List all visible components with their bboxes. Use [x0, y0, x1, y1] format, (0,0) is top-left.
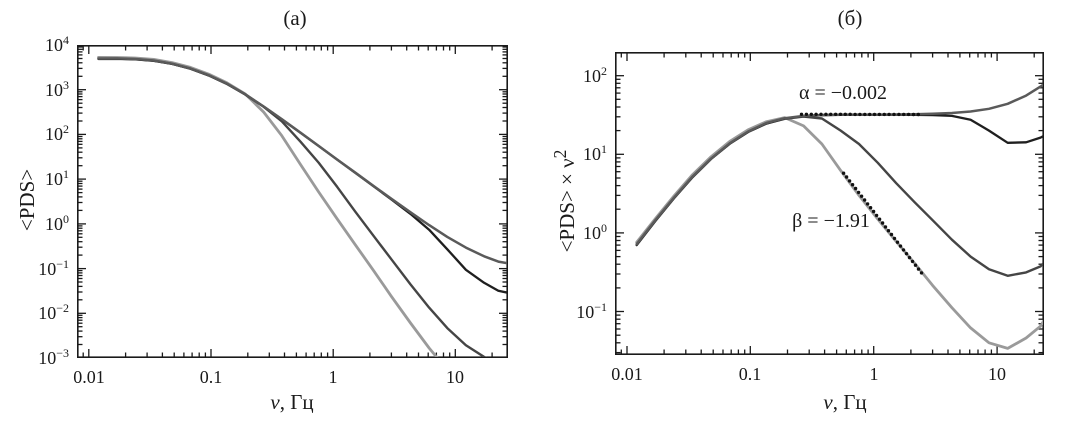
panel-a-y-tick-label: 101 [45, 167, 69, 189]
panel-a-xlabel: ν, Гц [222, 390, 362, 415]
panel-a-x-tick-label: 10 [446, 367, 464, 387]
panel-a-frame [77, 45, 508, 358]
panel-b-frame [615, 52, 1044, 355]
panel-a-y-tick-label: 10−1 [38, 257, 69, 279]
panel-a-xlabel-symbol: ν [270, 390, 280, 414]
panel-b-y-tick-label: 100 [583, 221, 607, 243]
panel-b-y-tick-label: 101 [583, 142, 607, 164]
panel-b-title: (б) [837, 6, 863, 30]
pds-curve-noise-flattened [97, 57, 507, 265]
panel-a-y-tick-label: 104 [45, 33, 69, 55]
panel-a-y-tick-label: 100 [45, 212, 69, 234]
panel-a-y-tick-label: 10−3 [38, 346, 69, 368]
alpha-annotation: α = −0.002 [798, 82, 888, 104]
beta-fit-dots [841, 171, 924, 275]
panel-a-y-tick-label: 102 [45, 122, 69, 144]
panel-a-title: (a) [283, 6, 307, 30]
pdsnu2-curve-gray-steepest [635, 116, 1043, 350]
panel-a-plot-area [77, 45, 508, 358]
panel-b-x-tick-label: 0.01 [611, 364, 643, 384]
pds-curve-gray-steepest [97, 56, 439, 357]
panel-a-x-tick-label: 1 [328, 367, 338, 387]
beta-annotation: β = −1.91 [792, 210, 870, 232]
pds-curve-steep-dark [97, 57, 488, 357]
panel-a-x-tick-label: 0.1 [199, 367, 223, 387]
alpha-fit-dots [799, 112, 920, 117]
panel-a-axis-ticks [78, 45, 507, 358]
panel-b-x-tick-label: 1 [869, 364, 879, 384]
panel-b-axis-ticks [616, 53, 1043, 354]
panel-b-x-tick-label: 0.1 [738, 364, 762, 384]
panel-b-xlabel-symbol: ν [823, 390, 833, 414]
panel-a-x-tick-label: 0.01 [73, 367, 105, 387]
panel-b-x-tick-label: 10 [988, 364, 1006, 384]
panel-b-xlabel-units: , Гц [832, 390, 867, 414]
pdsnu2-curve-steep-dark [635, 115, 1043, 277]
pds-curve-black [97, 57, 507, 294]
panel-a-y-tick-label: 10−2 [38, 301, 69, 323]
panel-b-plot-area [615, 52, 1044, 355]
panel-b-xlabel: ν, Гц [775, 390, 915, 415]
panel-a-y-tick-label: 103 [45, 78, 69, 100]
panel-a-xlabel-units: , Гц [279, 390, 314, 414]
panel-b-ylabel: <PDS> × ν2 [550, 149, 579, 253]
panel-b-y-tick-label: 10−1 [576, 300, 607, 322]
panel-b-y-tick-label: 102 [583, 64, 607, 86]
